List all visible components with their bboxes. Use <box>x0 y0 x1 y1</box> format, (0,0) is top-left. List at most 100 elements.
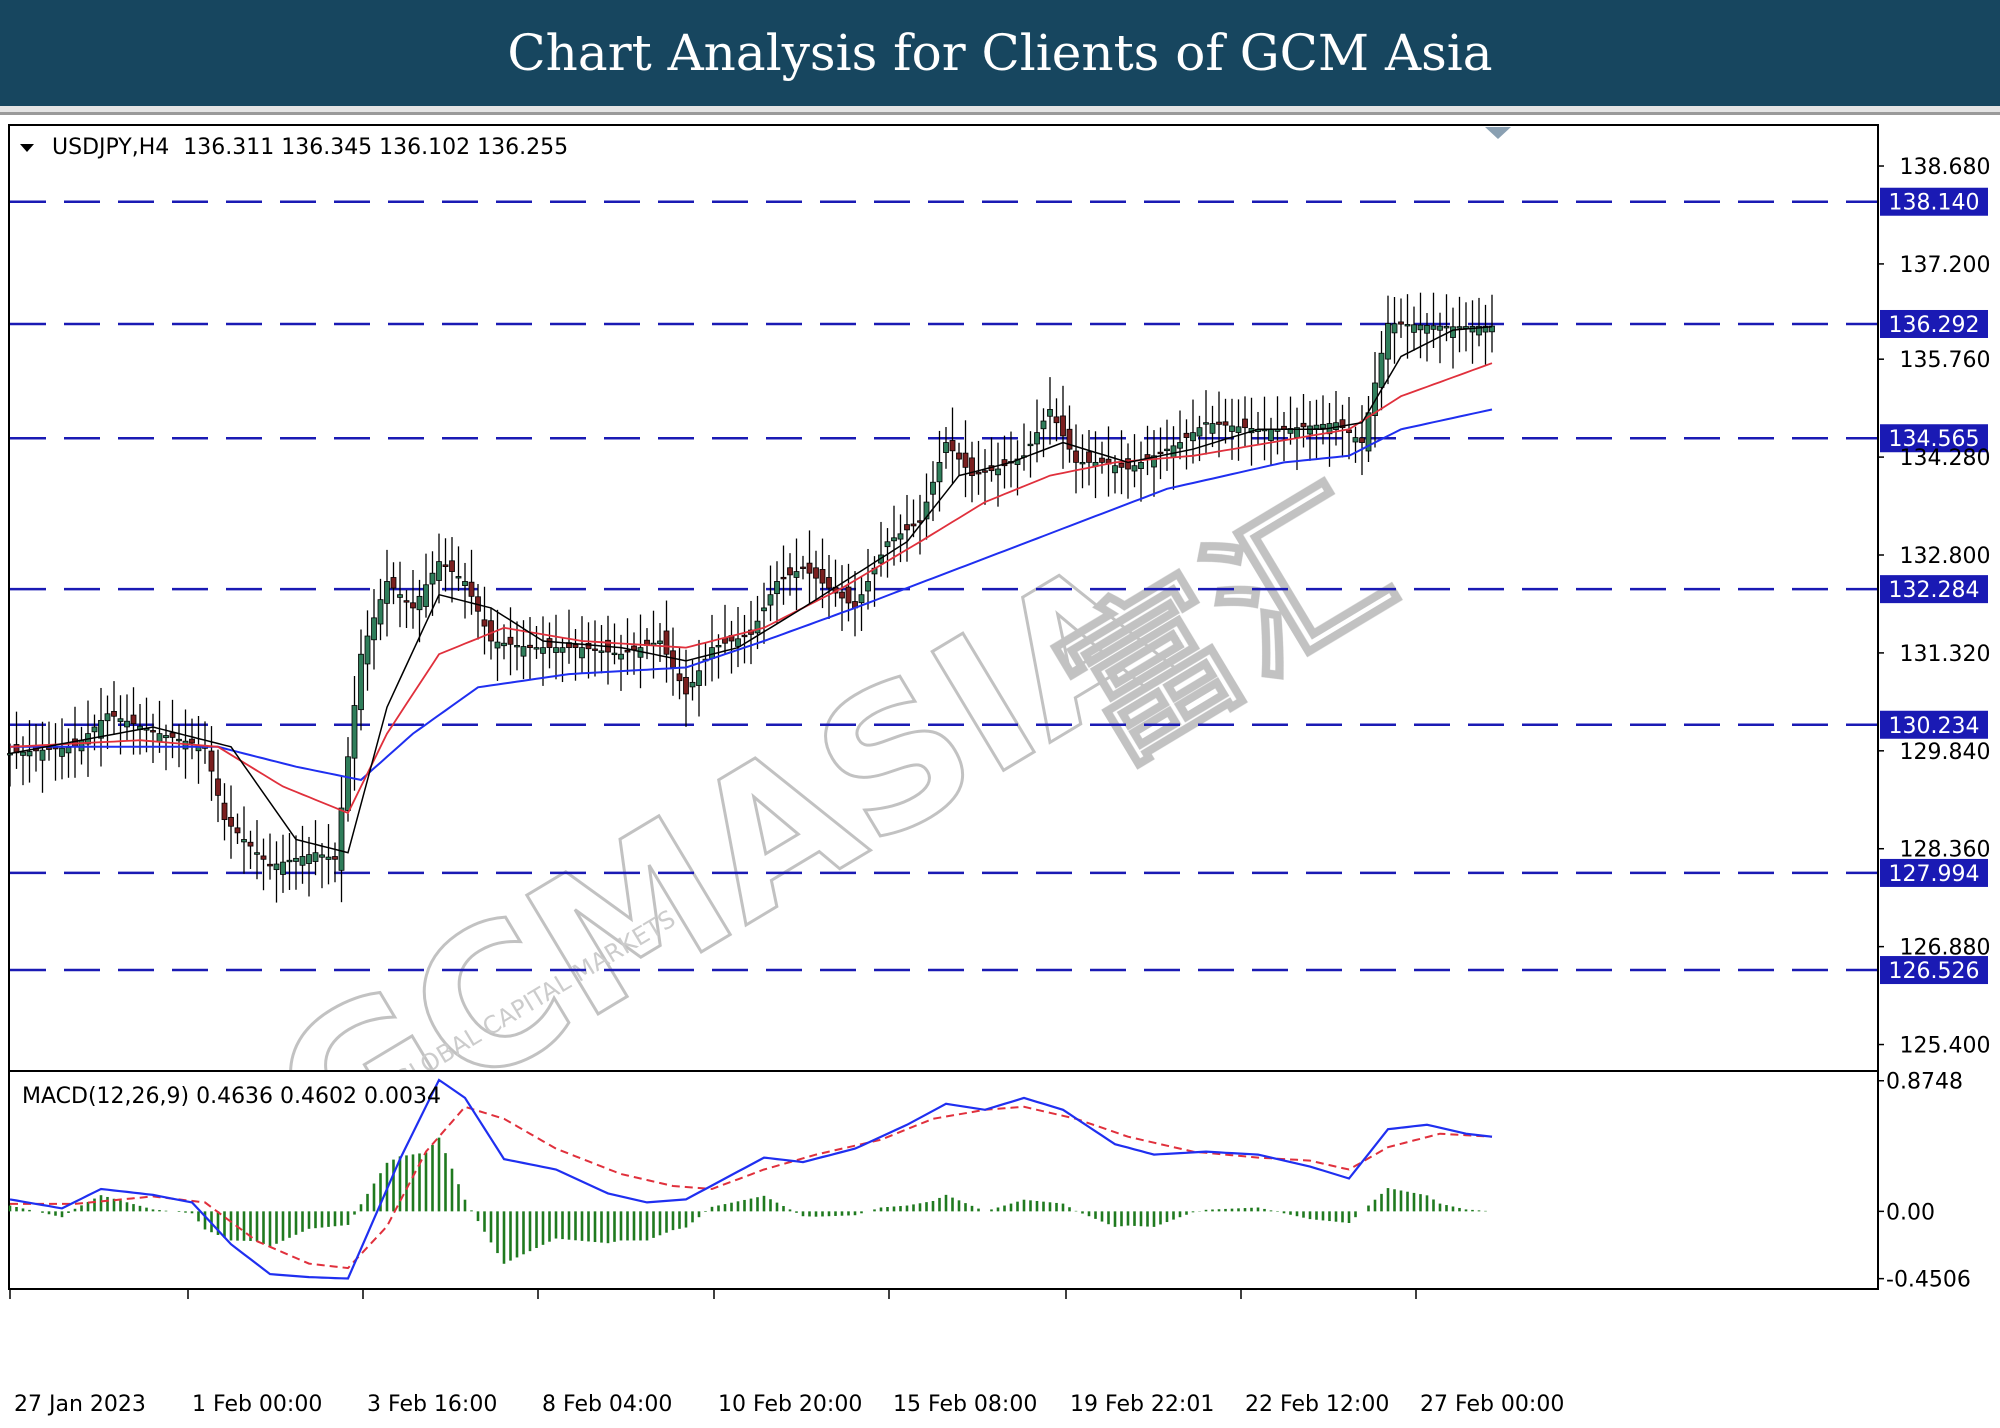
time-tick-label: 27 Feb 00:00 <box>1420 1392 1564 1417</box>
candle-body <box>1216 421 1222 425</box>
price-tick-label: 131.320 <box>1900 642 1991 667</box>
price-tick-label: 126.880 <box>1900 936 1991 961</box>
candle-body <box>1131 465 1138 472</box>
time-tick-label: 22 Feb 12:00 <box>1245 1392 1389 1417</box>
time-tick-label: 1 Feb 00:00 <box>192 1392 322 1417</box>
candle-body <box>351 705 358 759</box>
candle-body <box>826 577 832 589</box>
collapse-triangle-icon <box>20 144 34 152</box>
price-tick-label: 128.360 <box>1900 838 1991 863</box>
candle-body <box>1320 423 1326 429</box>
candle-body <box>260 855 267 860</box>
candle-body <box>1385 323 1391 360</box>
candle-body <box>176 738 182 742</box>
candle-body <box>735 638 741 647</box>
candle-body <box>46 747 52 750</box>
candle-body <box>800 566 806 569</box>
candle-body <box>956 452 962 460</box>
candle-body <box>390 577 397 589</box>
candle-body <box>462 581 468 586</box>
candle-body <box>1073 450 1079 463</box>
candle-body <box>1209 423 1216 434</box>
candle-body <box>969 457 975 477</box>
candle-body <box>858 594 865 604</box>
price-tick-label: 138.680 <box>1900 155 1991 180</box>
candle-body <box>774 581 780 595</box>
level-tag <box>1880 710 1988 739</box>
candle-body <box>254 852 260 855</box>
candle-body <box>553 647 559 653</box>
candle-body <box>1183 432 1190 438</box>
candle-body <box>189 738 195 744</box>
symbol-line: USDJPY,H4 136.311 136.345 136.102 136.25… <box>52 135 568 160</box>
candle-body <box>572 644 579 649</box>
candle-body <box>423 584 429 607</box>
price-tick-label: 137.200 <box>1900 253 1991 278</box>
candle-body <box>65 747 72 754</box>
candle-body <box>1476 325 1482 336</box>
candle-body <box>813 567 819 579</box>
price-tick-label: 125.400 <box>1900 1034 1991 1059</box>
candle-body <box>1047 409 1053 417</box>
candle-body <box>325 856 332 860</box>
candle-body <box>403 600 410 603</box>
candle-body <box>267 863 273 867</box>
candle-body <box>1125 458 1131 470</box>
candle-body <box>1450 326 1456 338</box>
candle-body <box>930 481 936 495</box>
price-tick-label: 134.280 <box>1900 446 1991 471</box>
candle-body <box>787 567 793 576</box>
candle-body <box>481 619 488 627</box>
macd-label: MACD(12,26,9) 0.4636 0.4602 0.0034 <box>22 1084 441 1109</box>
candle-body <box>468 581 475 597</box>
candle-body <box>377 599 384 625</box>
candle-body <box>1118 462 1125 468</box>
candle-body <box>299 856 306 866</box>
price-series <box>7 292 1495 903</box>
candle-body <box>1203 422 1209 425</box>
macd-axis: 0.8748 0.00 -0.4506 <box>1877 1070 1971 1293</box>
candle-body <box>156 733 163 743</box>
level-label: 127.994 <box>1889 862 1980 887</box>
candle-body <box>845 586 852 604</box>
candle-body <box>234 827 241 834</box>
candle-body <box>130 714 137 725</box>
candle-body <box>1463 326 1469 329</box>
candle-body <box>26 751 33 757</box>
candle-body <box>793 571 800 578</box>
candle-body <box>280 861 286 875</box>
candle-body <box>442 564 449 567</box>
candle-body <box>689 681 696 688</box>
candle-body <box>540 647 546 654</box>
level-tag <box>1880 858 1988 887</box>
candle-body <box>676 673 683 682</box>
candle-body <box>1027 443 1034 447</box>
candle-body <box>819 569 826 584</box>
candle-body <box>780 576 787 580</box>
candle-body <box>163 735 169 739</box>
candle-body <box>761 607 767 612</box>
macd-series <box>8 1078 1493 1280</box>
time-tick-label: 19 Feb 22:01 <box>1070 1392 1214 1417</box>
candle-body <box>1456 326 1463 329</box>
time-tick-label: 10 Feb 20:00 <box>718 1392 862 1417</box>
level-label: 136.292 <box>1889 313 1980 338</box>
candle-body <box>657 640 663 644</box>
candle-body <box>1398 321 1404 325</box>
candle-body <box>273 863 280 871</box>
time-tick-label: 27 Jan 2023 <box>14 1392 146 1417</box>
candle-body <box>618 653 624 660</box>
candle-body <box>345 756 351 811</box>
candle-body <box>962 452 969 468</box>
level-label: 134.565 <box>1889 427 1980 452</box>
candle-body <box>1177 442 1183 449</box>
candle-body <box>1359 437 1365 443</box>
candle-body <box>397 594 403 598</box>
candle-body <box>39 749 46 761</box>
time-tick-label: 3 Feb 16:00 <box>367 1392 497 1417</box>
candle-body <box>514 645 520 648</box>
candle-body <box>904 524 910 531</box>
candle-body <box>319 854 325 858</box>
candle-body <box>767 594 774 606</box>
candle-body <box>1157 451 1164 455</box>
